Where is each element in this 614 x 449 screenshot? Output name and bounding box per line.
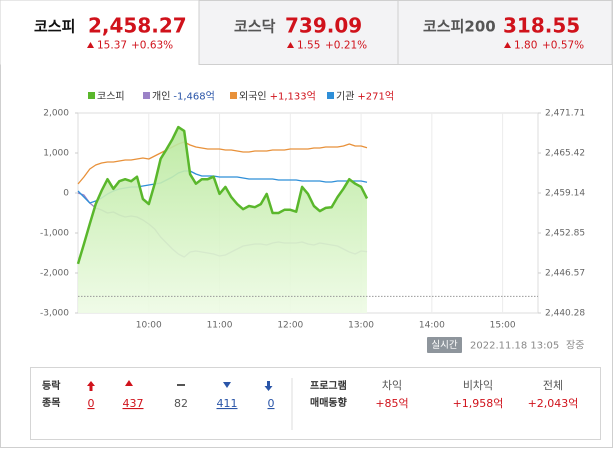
stats-box [30, 367, 601, 440]
icon-rise [125, 380, 133, 386]
tab-value[interactable]: 318.55 [503, 14, 580, 38]
legend-name: 기관 [336, 91, 354, 103]
rise-arrow [287, 42, 294, 48]
y-tick-label: 2,000 [43, 109, 69, 119]
icon-flat [177, 384, 185, 386]
program-name: 전체 [543, 379, 563, 392]
rise-arrow [87, 42, 94, 48]
breadth-value[interactable]: 437 [123, 397, 144, 410]
program-name: 차익 [382, 379, 402, 392]
x-tick-label: 13:00 [348, 321, 374, 331]
stats: 0 437 82 411 0 차익 +85억 비차익 +1,958억 전체 +2,043억 [88, 379, 579, 410]
realtime-button-label[interactable]: 실시간 [431, 340, 457, 351]
legend-entry: 외국인 +1,133억 [239, 91, 316, 103]
program-label: 매매동향 [310, 396, 348, 409]
tab-name[interactable]: 코스피 [34, 18, 75, 36]
y2-tick-label: 2,440.28 [545, 309, 585, 319]
breadth-value[interactable]: 0 [88, 397, 95, 410]
legend-swatch [230, 92, 237, 99]
tab-value[interactable]: 739.09 [285, 14, 362, 38]
legend-entry: 기관 +271억 [336, 91, 394, 103]
chart: 10:00 11:00 12:00 13:00 14:00 15:00 2,000 1,000… [40, 91, 585, 331]
tab-name[interactable]: 코스닥 [234, 18, 276, 36]
breadth-label: 종목 [42, 397, 60, 409]
tab-change: 1.55 [297, 40, 320, 52]
realtime-button[interactable] [427, 337, 462, 353]
line [77, 141, 368, 185]
y2-tick-label: 2,465.42 [545, 149, 585, 159]
tab-change: 15.37 [97, 40, 127, 52]
tabs: 코스피 2,458.27 15.37 +0.63% 코스닥 739.09 1.55 +0.21… [34, 14, 584, 52]
x-tick-label: 15:00 [490, 321, 516, 331]
legend-name: 외국인 [239, 91, 267, 103]
legend-name: 코스피 [97, 91, 125, 103]
icon-upper-limit [87, 381, 95, 391]
line [76, 125, 369, 265]
y2-tick-label: 2,452.85 [545, 229, 585, 239]
legend-entry: 코스피 [97, 91, 125, 103]
rise-arrow [504, 42, 511, 48]
tab-value[interactable]: 2,458.27 [88, 14, 187, 38]
breadth-value[interactable]: 0 [268, 397, 275, 410]
tab-change-pct: +0.57% [542, 40, 584, 52]
legend-swatch [88, 92, 95, 99]
y2-tick-label: 2,471.71 [545, 109, 585, 119]
program-value: +1,958억 [453, 397, 504, 410]
tab-bg[interactable] [198, 0, 399, 65]
tab-change: 1.80 [514, 40, 537, 52]
tab-change-pct: +0.21% [325, 40, 367, 52]
legend-swatch [143, 92, 150, 99]
breadth-icons [87, 380, 273, 391]
legend-swatch [327, 92, 334, 99]
session: 장중 [566, 340, 584, 352]
legend-value: +1,133억 [270, 91, 316, 103]
y-tick-label: -1,000 [40, 229, 69, 239]
legend-entry: 개인 -1,468억 [152, 91, 215, 103]
tab-change-pct: +0.63% [131, 40, 173, 52]
tab-bg-active[interactable] [0, 0, 199, 65]
program-name: 비차익 [463, 379, 493, 392]
y-tick-label: 0 [63, 189, 69, 199]
x-tick-label: 12:00 [277, 321, 303, 331]
x-tick-label: 10:00 [136, 321, 162, 331]
y-tick-label: -2,000 [40, 269, 69, 279]
breadth-value: 82 [174, 397, 188, 410]
legend-value: -1,468억 [173, 91, 214, 103]
legend-value: +271억 [357, 91, 394, 103]
program-value: +85억 [375, 397, 408, 410]
program-value: +2,043억 [528, 397, 579, 410]
icon-lower-limit [264, 381, 273, 391]
tab-name[interactable]: 코스피200 [423, 18, 496, 36]
x-tick-label: 11:00 [207, 321, 233, 331]
x-tick-label: 14:00 [419, 321, 445, 331]
program-label: 프로그램 [310, 380, 347, 392]
datetime: 2022.11.18 13:05 [470, 341, 559, 352]
tab-bg[interactable] [397, 0, 613, 65]
y-tick-label: -3,000 [40, 309, 69, 319]
breadth-value[interactable]: 411 [217, 397, 238, 410]
icon-fall [223, 382, 231, 388]
y2-tick-label: 2,446.57 [545, 268, 585, 278]
legend-name: 개인 [152, 91, 170, 103]
y-tick-label: 1,000 [43, 149, 69, 159]
area [78, 127, 367, 313]
breadth-label: 등락 [42, 380, 61, 392]
y2-tick-label: 2,459.14 [545, 188, 585, 198]
